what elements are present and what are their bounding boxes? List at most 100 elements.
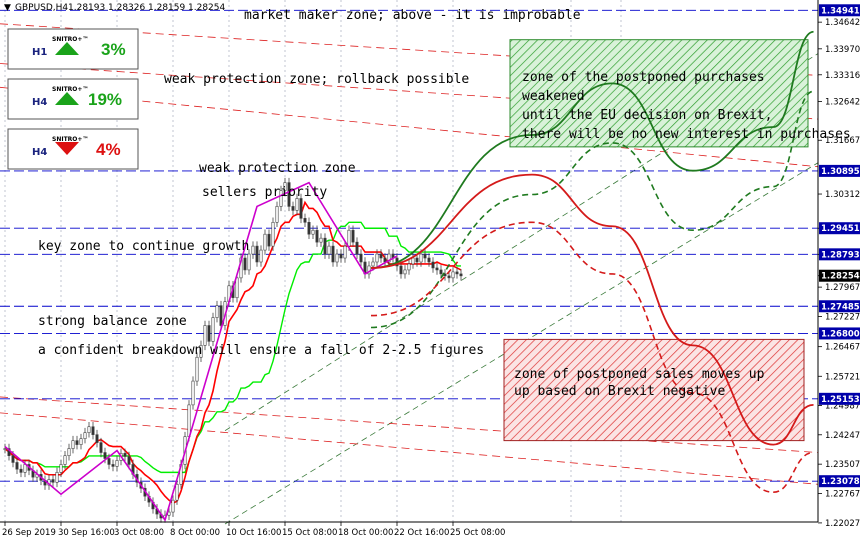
candle-body [51, 479, 55, 483]
symbol-label: GBPUSD,H4 [15, 3, 68, 13]
current-price-box-bg [819, 269, 860, 282]
candle-body [435, 267, 439, 271]
candle-body [63, 455, 67, 465]
candle-body [211, 317, 215, 342]
candle-body [95, 434, 99, 443]
candle-body [243, 257, 247, 271]
ohlc-open: 1.28193 [68, 3, 105, 13]
candle-body [55, 472, 59, 483]
channel-line [224, 162, 819, 525]
candle-body [351, 229, 355, 243]
candle-body [3, 448, 7, 450]
candle-body [291, 206, 295, 211]
candle-body [263, 233, 267, 251]
annotation-breakdown: a confident breakdown will ensure a fall… [38, 343, 484, 358]
y-tick-label: 1.22027 [825, 519, 860, 529]
arrow-up-icon [55, 92, 79, 105]
widget-value: 3% [101, 40, 126, 59]
x-tick-label: 22 Oct 16:00 [394, 528, 449, 538]
price-level-box: 1.34941 [821, 6, 860, 16]
annotation-key-zone: key zone to continue growth [38, 239, 249, 254]
forecast-sell-path [370, 173, 814, 446]
candle-body [187, 404, 191, 437]
y-tick-label: 1.27967 [825, 283, 860, 293]
candle-body [403, 269, 407, 275]
y-tick-label: 1.31667 [825, 136, 860, 146]
y-tick-label: 1.33316 [825, 71, 860, 81]
candle-body [367, 265, 371, 275]
candle-body [247, 253, 251, 271]
annotation-purchases-1: zone of the postponed purchases [522, 70, 765, 85]
y-tick-label: 1.33970 [825, 45, 860, 55]
forecast-buy-alt-path [370, 90, 814, 329]
candle-body [303, 218, 307, 223]
price-level-box: 1.23078 [821, 477, 860, 487]
y-tick-label: 1.23507 [825, 460, 860, 470]
ohlc-close: 1.28254 [188, 3, 225, 13]
candle-body [451, 271, 455, 279]
price-level-box: 1.25153 [821, 395, 860, 405]
snitro-widget-h4-up[interactable]: SNITRO+™ H4 19% [7, 78, 139, 120]
candle-body [79, 438, 83, 445]
x-tick-label: 30 Sep 16:00 [58, 528, 115, 538]
candle-body [195, 356, 199, 382]
candle-body [191, 380, 195, 406]
snitro-widget-h1[interactable]: SNITRO+™ H1 3% [7, 28, 139, 70]
candle-body [299, 198, 303, 219]
snitro-widget-h4-down[interactable]: SNITRO+™ H4 4% [7, 128, 139, 170]
annotation-weak-rollback: weak protection zone; rollback possible [164, 72, 469, 87]
candle-body [115, 460, 119, 467]
x-tick-label: 18 Oct 00:00 [338, 528, 393, 538]
y-tick-label: 1.32642 [825, 98, 860, 108]
candle-body [387, 253, 391, 263]
candle-body [15, 462, 19, 470]
candle-body [427, 257, 431, 263]
candle-body [287, 182, 291, 207]
annotation-purchases-3: until the EU decision on Brexit, [522, 108, 772, 123]
resistance-line [0, 412, 819, 485]
widget-name-label: SNITRO+™ [52, 86, 88, 93]
candle-body [87, 426, 91, 433]
candle-body [399, 265, 403, 275]
candle-body [283, 182, 287, 191]
candle-body [323, 237, 327, 255]
y-tick-label: 1.24247 [825, 431, 860, 441]
y-tick-label: 1.25721 [825, 372, 860, 382]
candle-body [11, 455, 15, 463]
ohlc-low: 1.28159 [148, 3, 185, 13]
candle-body [407, 263, 411, 271]
price-level-box: 1.28793 [821, 250, 860, 260]
candle-body [423, 253, 427, 259]
widget-frame [7, 128, 139, 170]
candle-body [411, 257, 415, 265]
resistance-line [0, 396, 819, 453]
candle-body [447, 275, 451, 279]
candle-body [271, 221, 275, 247]
x-tick-label: 26 Sep 2019 [2, 528, 56, 538]
candle-body [99, 442, 103, 453]
annotation-strong-balance: strong balance zone [38, 314, 187, 329]
candle-body [343, 245, 347, 259]
annotation-layer: market maker zone; above - it is improba… [38, 8, 851, 399]
x-tick-label: 3 Oct 08:00 [114, 528, 164, 538]
annotation-weak-zone: weak protection zone [199, 161, 356, 176]
candle-layer [3, 177, 463, 523]
candle-body [215, 305, 219, 318]
candle-body [419, 253, 423, 263]
x-tick-label: 8 Oct 00:00 [170, 528, 220, 538]
candle-body [235, 277, 239, 299]
candle-body [171, 499, 175, 513]
widget-panel: SNITRO+™ H1 3% SNITRO+™ H4 19% SNITRO+™ … [7, 28, 139, 170]
candle-body [327, 245, 331, 255]
candle-body [295, 198, 299, 211]
y-tick-label: 1.24987 [825, 401, 860, 411]
forecast-buy-path [370, 30, 814, 269]
sell-zone-box [503, 338, 805, 442]
candle-body [7, 448, 11, 457]
candle-body [255, 245, 259, 263]
candle-body [311, 229, 315, 235]
candle-body [347, 229, 351, 247]
header-arrow-icon: ▼ [4, 3, 11, 13]
